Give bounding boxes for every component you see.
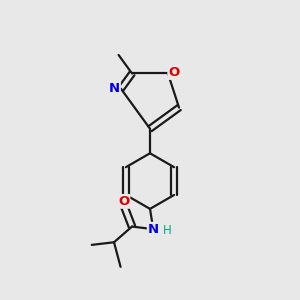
Text: H: H <box>163 224 172 237</box>
Text: N: N <box>109 82 120 94</box>
Text: N: N <box>148 223 159 236</box>
Text: O: O <box>168 66 179 79</box>
Text: O: O <box>118 195 130 208</box>
